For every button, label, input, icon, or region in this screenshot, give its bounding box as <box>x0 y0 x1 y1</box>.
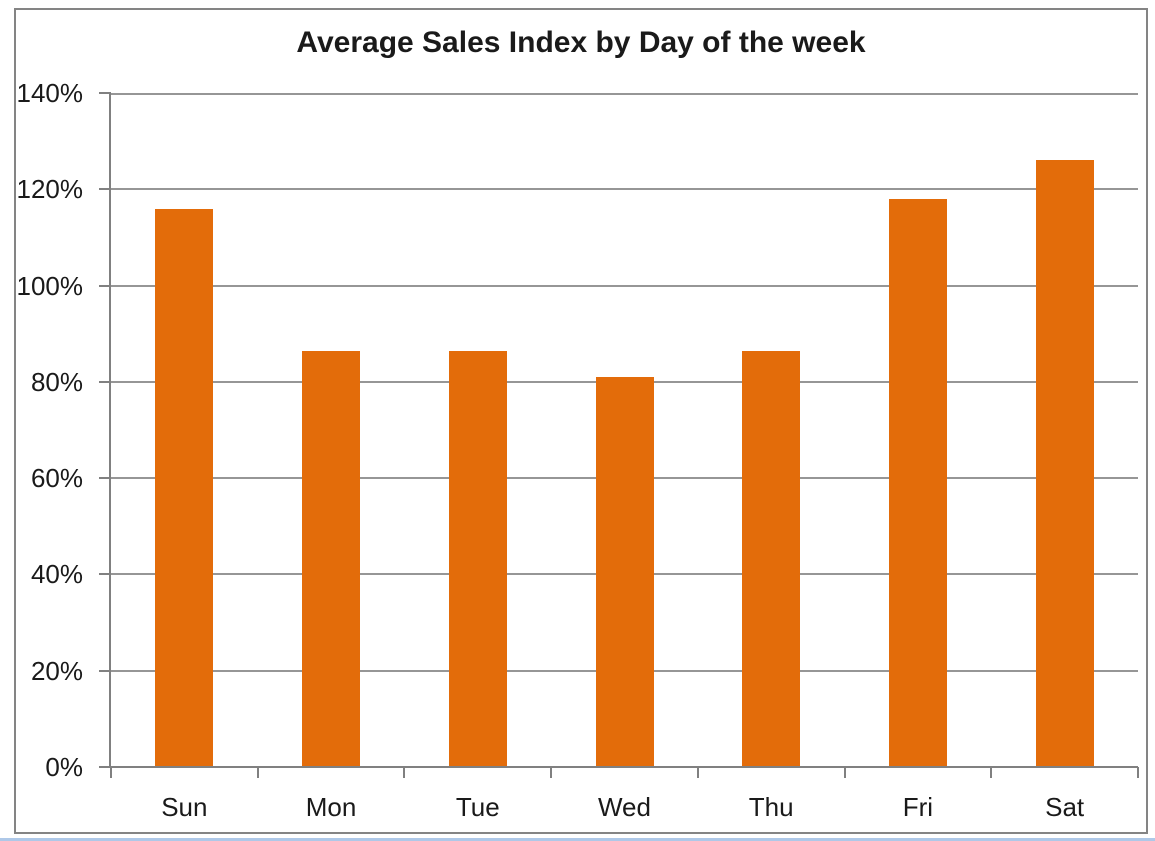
x-axis-label-mon: Mon <box>305 792 357 822</box>
y-axis-label-0: 0% <box>45 752 83 782</box>
x-axis-tick-7 <box>1137 767 1139 778</box>
y-axis-label-40: 40% <box>30 559 83 590</box>
y-axis-label-60: 60% <box>30 463 83 494</box>
x-axis-tick-0 <box>110 767 112 778</box>
bar-tue <box>448 350 507 767</box>
bar-fri <box>888 198 947 767</box>
chart-frame: Average Sales Index by Day of the week 0… <box>14 8 1148 834</box>
x-axis-label-sat: Sat <box>1045 792 1085 822</box>
y-axis-label-120: 120% <box>16 174 84 205</box>
y-axis-tick-100 <box>99 284 111 287</box>
x-axis-label-tue: Tue <box>455 792 500 822</box>
x-axis-line <box>109 766 1138 768</box>
plot-area: 0% 20% 40% 60% 80% 100% 120% 140% Sun Mon Tue Wed Th… <box>17 78 1139 822</box>
y-axis-tick-80 <box>99 380 111 383</box>
x-axis-label-sun: Sun <box>161 792 208 822</box>
y-axis-tick-140 <box>99 92 111 94</box>
gridline-100 <box>111 284 1138 287</box>
x-axis-tick-5 <box>843 767 846 778</box>
y-axis-tick-60 <box>99 477 111 480</box>
bar-mon <box>302 350 361 767</box>
x-axis-tick-1 <box>256 767 259 778</box>
y-axis-label-140: 140% <box>16 78 84 108</box>
y-axis-tick-120 <box>99 188 111 191</box>
y-axis-line <box>109 93 111 767</box>
bar-sat <box>1035 160 1094 767</box>
x-axis-label-wed: Wed <box>597 792 651 822</box>
y-axis-tick-20 <box>99 669 111 672</box>
y-axis-label-20: 20% <box>30 655 83 686</box>
chart-title: Average Sales Index by Day of the week <box>296 26 866 59</box>
y-axis-tick-0 <box>99 766 111 768</box>
x-axis-tick-4 <box>696 767 699 778</box>
x-axis-tick-3 <box>550 767 553 778</box>
x-axis-label-fri: Fri <box>902 792 934 822</box>
x-axis-tick-2 <box>403 767 406 778</box>
y-axis-label-80: 80% <box>30 366 83 397</box>
y-axis-label-100: 100% <box>16 270 84 301</box>
x-axis-label-thu: Thu <box>748 792 794 822</box>
x-axis-tick-6 <box>990 767 993 778</box>
bar-thu <box>742 350 801 767</box>
bottom-border-line <box>0 838 1155 841</box>
gridline-140 <box>111 93 1138 95</box>
bar-wed <box>595 377 654 767</box>
bar-sun <box>155 208 214 767</box>
gridline-120 <box>111 188 1138 191</box>
y-axis-tick-40 <box>99 573 111 576</box>
